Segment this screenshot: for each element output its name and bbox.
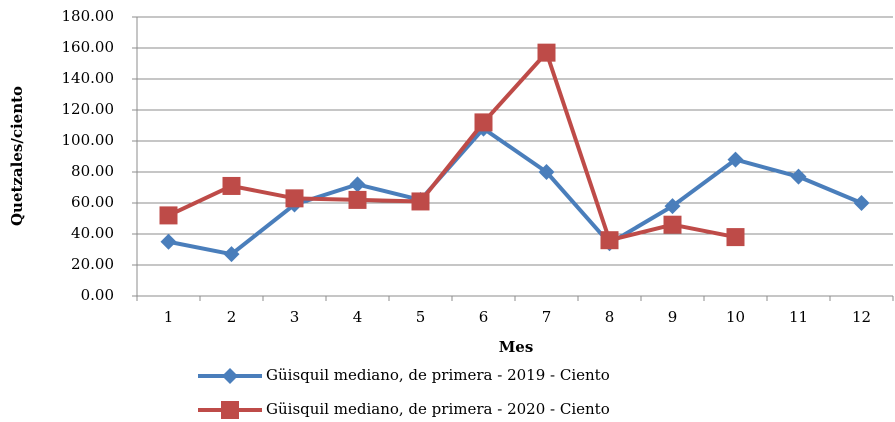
marker — [411, 192, 430, 211]
x-tick-label: 8 — [605, 308, 615, 326]
y-tick-label: 180.00 — [62, 7, 115, 25]
x-tick-label: 12 — [852, 308, 871, 326]
marker — [790, 168, 807, 185]
y-tick-label: 40.00 — [71, 224, 114, 242]
marker — [349, 176, 366, 193]
x-axis-title: Mes — [499, 338, 534, 356]
marker — [663, 215, 682, 234]
marker — [223, 246, 240, 263]
marker — [726, 228, 745, 247]
marker — [159, 206, 178, 225]
y-tick-label: 0.00 — [81, 286, 114, 304]
marker — [727, 151, 744, 168]
x-tick-label: 7 — [542, 308, 552, 326]
x-tick-label: 6 — [479, 308, 489, 326]
y-axis-title: Quetzales/ciento — [8, 86, 26, 226]
y-tick-label: 140.00 — [62, 69, 115, 87]
y-tick-label: 20.00 — [71, 255, 114, 273]
x-tick-label: 3 — [290, 308, 300, 326]
y-tick-label: 160.00 — [62, 38, 115, 56]
x-tick-label: 10 — [726, 308, 745, 326]
marker — [222, 176, 241, 195]
marker — [538, 164, 555, 180]
y-tick-label: 100.00 — [62, 131, 115, 149]
marker — [285, 189, 304, 208]
marker — [664, 198, 681, 215]
legend-label: Güisquil mediano, de primera - 2020 - Ci… — [266, 400, 610, 418]
x-tick-label: 11 — [789, 308, 808, 326]
marker — [474, 113, 493, 132]
y-tick-label: 60.00 — [71, 193, 114, 211]
x-tick-label: 4 — [353, 308, 363, 326]
x-tick-label: 1 — [164, 308, 174, 326]
marker — [221, 401, 239, 419]
series-line — [168, 126, 863, 257]
marker — [600, 231, 619, 250]
x-tick-label: 5 — [416, 308, 426, 326]
marker — [537, 43, 556, 62]
y-tick-label: 80.00 — [71, 162, 114, 180]
marker — [222, 368, 238, 384]
y-tick-label: 120.00 — [62, 100, 115, 118]
marker — [348, 190, 367, 209]
marker — [853, 195, 870, 211]
x-tick-label: 9 — [668, 308, 678, 326]
legend-label: Güisquil mediano, de primera - 2019 - Ci… — [266, 366, 610, 384]
marker — [160, 233, 177, 250]
x-tick-label: 2 — [227, 308, 237, 326]
series-line — [167, 50, 736, 243]
